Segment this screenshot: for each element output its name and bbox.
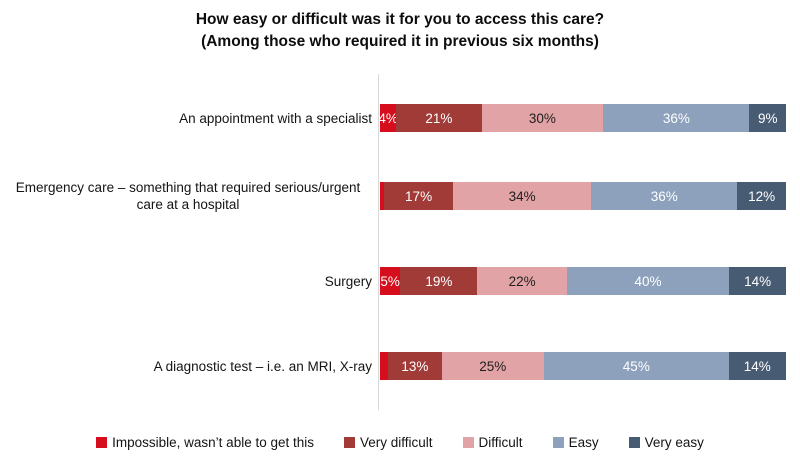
bar-segment: 25% <box>441 352 545 380</box>
stacked-bar: 17% 34% 36% 12% <box>380 182 786 210</box>
bar-segment: 21% <box>396 104 482 132</box>
bar-segment: 34% <box>453 182 592 210</box>
legend-swatch-icon <box>462 436 474 448</box>
legend-swatch-icon <box>96 436 108 448</box>
bar-segment: 4% <box>380 104 397 132</box>
category-label-text: An appointment with a specialist <box>179 110 372 126</box>
legend-label: Easy <box>568 434 599 450</box>
category-axis-line <box>378 74 379 410</box>
bar-segment: 14% <box>728 352 787 380</box>
category-label-text: Surgery <box>324 273 372 289</box>
bar-segment: 36% <box>591 182 738 210</box>
bar-segment: 40% <box>566 267 730 295</box>
legend: Impossible, wasn’t able to get this Very … <box>0 430 800 454</box>
category-label: An appointment with a specialist <box>0 104 372 132</box>
legend-item: Easy <box>552 434 599 450</box>
legend-item: Difficult <box>462 434 523 450</box>
bar-row: Surgery 5% 19% 22% 40% 14% <box>0 267 800 295</box>
category-label-text: A diagnostic test – i.e. an MRI, X-ray <box>153 358 372 374</box>
bar-row: A diagnostic test – i.e. an MRI, X-ray 13… <box>0 352 800 380</box>
chart-title-line1: How easy or difficult was it for you to … <box>195 11 605 28</box>
legend-label: Difficult <box>478 434 523 450</box>
bar-segment: 30% <box>481 104 604 132</box>
legend-item: Impossible, wasn’t able to get this <box>96 435 314 450</box>
bar-segment: 13% <box>388 352 442 380</box>
legend-swatch-icon <box>552 436 564 448</box>
category-label-text: Emergency care – something that required… <box>15 180 361 212</box>
bar-segment: 9% <box>749 104 786 132</box>
bar-segment <box>380 182 385 210</box>
bar-row: An appointment with a specialist 4%21%30%… <box>0 104 800 132</box>
bar-row: Emergency care – something that required… <box>0 180 800 212</box>
category-label: Emergency care – something that required… <box>0 180 372 212</box>
stacked-bar: 4%21%30%36%9% <box>380 104 786 132</box>
bar-segment: 19% <box>400 267 478 295</box>
bar-segment: 12% <box>737 182 786 210</box>
legend-label: Impossible, wasn’t able to get this <box>112 434 314 450</box>
stacked-bar: 5% 19% 22% 40% 14% <box>380 267 786 295</box>
bar-segment <box>380 352 389 380</box>
legend-label: Very difficult <box>360 434 433 450</box>
legend-label: Very easy <box>644 434 704 450</box>
legend-swatch-icon <box>628 436 640 448</box>
legend-item: Very easy <box>628 434 704 450</box>
bar-segment: 22% <box>477 267 567 295</box>
category-label: Surgery <box>0 267 372 295</box>
chart-title: How easy or difficult was it for you to … <box>0 9 800 53</box>
legend-item: Very difficult <box>344 435 433 450</box>
stacked-bar: 13% 25% 45% 14% <box>380 352 787 380</box>
bar-segment: 36% <box>603 104 750 132</box>
legend-swatch-icon <box>344 436 355 448</box>
chart-title-line2: (Among those who required it in previous… <box>201 33 599 50</box>
bar-segment: 45% <box>544 352 729 380</box>
bar-segment: 14% <box>729 267 786 295</box>
bar-segment: 5% <box>380 267 401 295</box>
bar-segment: 17% <box>384 182 454 210</box>
category-label: A diagnostic test – i.e. an MRI, X-ray <box>0 352 372 380</box>
